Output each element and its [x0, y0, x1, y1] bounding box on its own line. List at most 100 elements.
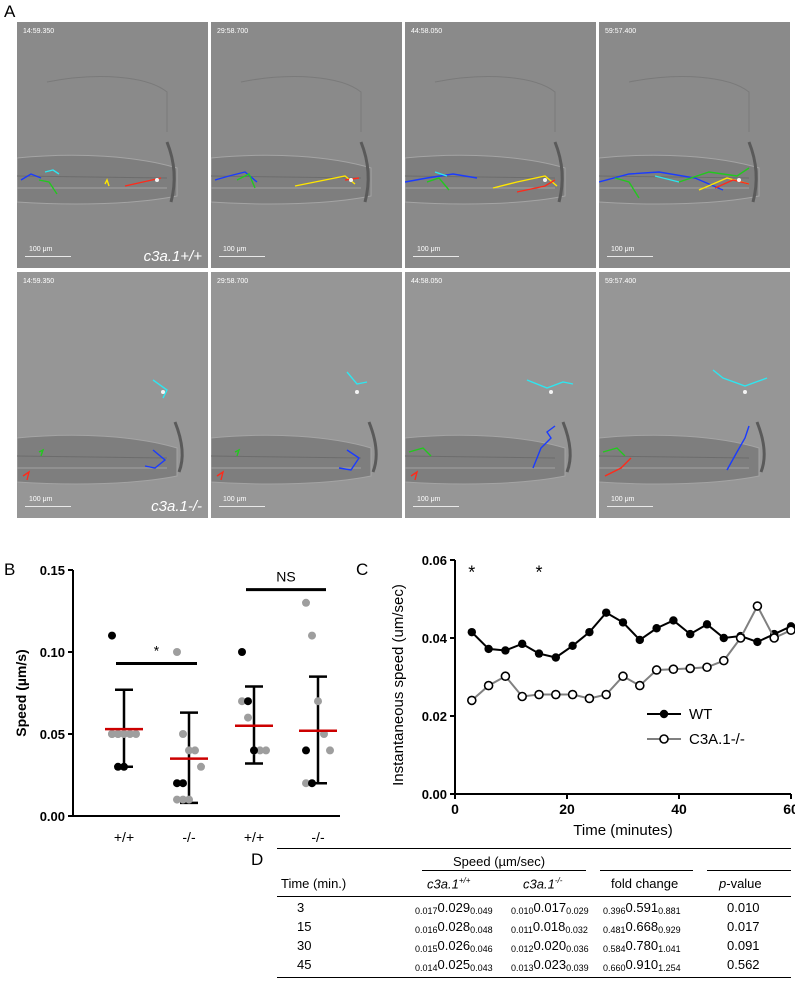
timestamp: 14:59.350 — [23, 28, 55, 35]
ko-point — [500, 671, 511, 682]
estimate: 0.018 — [532, 919, 566, 934]
group-label: +/+ — [114, 829, 134, 845]
table-cell-fold: 0.4810.6680.929 — [603, 919, 681, 935]
micrograph-image — [211, 22, 402, 268]
y-tick-label: 0.06 — [422, 553, 447, 568]
x-tick-label: 0 — [451, 801, 459, 817]
wt-point — [618, 618, 628, 627]
data-point-gray — [179, 795, 187, 804]
ci-upper: 1.254 — [658, 963, 681, 973]
cell-track — [678, 167, 750, 183]
timestamp: 14:59.350 — [23, 278, 55, 285]
cell-track — [346, 371, 368, 385]
table-cell-ko: 0.0100.0170.029 — [511, 900, 589, 916]
wt-point — [652, 624, 661, 633]
ko-point — [551, 689, 561, 700]
ko-point — [634, 680, 645, 691]
data-point-black — [179, 779, 187, 788]
data-point-gray — [126, 730, 134, 738]
data-point-black — [244, 697, 252, 706]
scale-bar — [413, 256, 459, 257]
cell-track — [20, 173, 42, 181]
cell-spot — [543, 178, 547, 182]
table-cell-wt: 0.0160.0280.048 — [415, 919, 493, 935]
data-point-gray — [238, 697, 246, 706]
ko-point — [584, 693, 595, 704]
wound-edge — [561, 421, 572, 473]
data-point-gray — [320, 730, 328, 738]
cell-track — [408, 447, 432, 457]
notochord-line — [405, 455, 556, 459]
ci-lower: 0.014 — [415, 963, 438, 973]
micrograph-background — [405, 22, 596, 268]
wt-point — [702, 620, 712, 629]
panel-d-letter: D — [251, 850, 264, 869]
micrograph-tile: 14:59.350 100 μm c3a.1+/+ — [17, 22, 208, 268]
scale-bar — [25, 506, 71, 507]
table-col-time: Time (min.) — [281, 876, 347, 891]
y-tick-label: 0.15 — [40, 563, 65, 578]
cell-spot — [743, 390, 747, 394]
ko-point — [534, 689, 544, 700]
wt-point — [484, 644, 493, 654]
wt-point — [669, 616, 678, 625]
table-col-ko-base: c3a.1 — [523, 876, 555, 892]
ci-upper: 0.036 — [566, 944, 589, 954]
ko-point — [702, 662, 712, 673]
data-point-gray — [173, 795, 181, 804]
ci-lower: 0.396 — [603, 906, 626, 916]
micrograph-grid: 14:59.350 100 μm c3a.1+/+ 29:58.700 100 μm 44… — [17, 22, 793, 519]
scale-bar-label: 100 μm — [29, 496, 53, 503]
cell-track — [604, 457, 632, 477]
table-header-group: Speed (µm/sec) — [453, 854, 546, 869]
cell-track — [712, 369, 768, 387]
cell-track — [152, 379, 168, 399]
table-cell-p: 0.010 — [727, 900, 760, 915]
data-point-gray — [120, 730, 128, 738]
wt-point — [568, 641, 577, 650]
micrograph-background — [211, 22, 402, 268]
ko-point — [651, 665, 662, 675]
table-header-rule — [277, 896, 791, 897]
ko-point — [735, 633, 746, 643]
x-axis-label: Time (minutes) — [573, 822, 672, 839]
cell-track — [124, 177, 162, 187]
table-cell-ko: 0.0110.0180.032 — [511, 919, 588, 935]
cell-track — [410, 470, 419, 481]
wound-edge — [747, 141, 758, 203]
ci-lower: 0.481 — [603, 925, 626, 935]
y-tick-label: 0.04 — [422, 631, 448, 646]
cell-track — [516, 179, 556, 193]
tissue-shape — [405, 434, 566, 485]
ci-upper: 0.049 — [470, 906, 493, 916]
ci-upper: 0.929 — [658, 925, 681, 935]
estimate: 0.780 — [625, 938, 659, 953]
cell-spot — [737, 178, 741, 182]
scale-bar — [413, 506, 459, 507]
cell-spot — [355, 390, 359, 394]
ko-point — [618, 671, 628, 682]
notochord-line — [211, 455, 362, 459]
table-cell-fold: 0.6600.9101.254 — [603, 957, 681, 973]
cell-track — [405, 173, 478, 183]
speed-dot-plot: 0.00 0.05 0.10 0.15 Speed (µm/s) +/+ -/- +/+ -/-… — [13, 563, 340, 845]
ci-upper: 0.046 — [470, 944, 493, 954]
cell-track — [216, 470, 225, 481]
x-tick-label: 40 — [671, 801, 687, 817]
table-cell-fold: 0.3960.5910.881 — [603, 900, 681, 916]
timestamp: 44:58.050 — [411, 28, 443, 35]
significance-star: * — [535, 563, 542, 583]
legend-marker — [659, 709, 669, 719]
table-cell-time: 45 — [297, 957, 312, 972]
estimate: 0.668 — [625, 919, 659, 934]
legend-marker — [659, 734, 669, 744]
notochord-line — [405, 175, 556, 179]
tissue-shape — [405, 154, 566, 205]
scale-bar-label: 100 μm — [29, 246, 53, 253]
table-group-rule-fold — [600, 870, 693, 871]
timestamp: 59:57.400 — [605, 278, 637, 285]
micrograph-image — [405, 272, 596, 518]
data-point-black — [173, 779, 181, 788]
table-col-fold: fold change — [611, 876, 679, 891]
data-point-gray — [262, 746, 270, 755]
